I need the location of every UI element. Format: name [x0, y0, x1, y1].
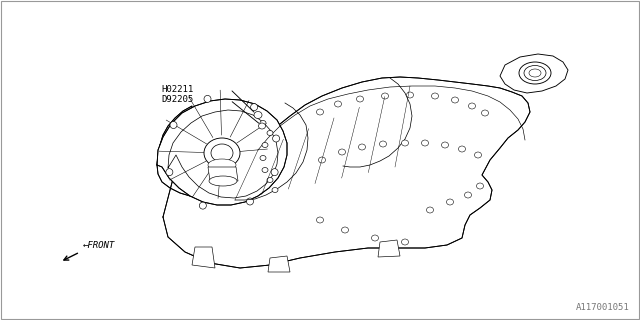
Ellipse shape	[356, 96, 364, 102]
Ellipse shape	[262, 167, 268, 172]
Polygon shape	[192, 247, 215, 268]
Ellipse shape	[447, 199, 454, 205]
Text: ←FRONT: ←FRONT	[83, 242, 115, 251]
Ellipse shape	[209, 176, 237, 186]
Polygon shape	[208, 167, 238, 181]
Text: D92205: D92205	[162, 95, 194, 105]
Ellipse shape	[199, 202, 206, 209]
Polygon shape	[500, 54, 568, 93]
Text: H02211: H02211	[162, 84, 194, 93]
Ellipse shape	[246, 198, 253, 205]
Ellipse shape	[422, 140, 429, 146]
Ellipse shape	[426, 207, 433, 213]
Ellipse shape	[271, 169, 278, 176]
Ellipse shape	[451, 97, 458, 103]
Ellipse shape	[339, 149, 346, 155]
Ellipse shape	[458, 146, 465, 152]
Ellipse shape	[358, 144, 365, 150]
Ellipse shape	[442, 142, 449, 148]
Ellipse shape	[211, 144, 233, 162]
Ellipse shape	[481, 110, 488, 116]
Ellipse shape	[401, 140, 408, 146]
Ellipse shape	[524, 66, 546, 81]
Ellipse shape	[406, 92, 413, 98]
Ellipse shape	[465, 192, 472, 198]
Ellipse shape	[260, 121, 266, 125]
Ellipse shape	[273, 135, 280, 142]
Polygon shape	[157, 99, 287, 205]
Ellipse shape	[381, 93, 388, 99]
Ellipse shape	[342, 227, 349, 233]
Ellipse shape	[477, 183, 483, 189]
Ellipse shape	[170, 122, 177, 129]
Ellipse shape	[208, 159, 236, 171]
Ellipse shape	[371, 235, 378, 241]
Polygon shape	[268, 256, 290, 272]
Ellipse shape	[380, 141, 387, 147]
Polygon shape	[378, 240, 400, 257]
Ellipse shape	[251, 104, 258, 111]
Ellipse shape	[468, 103, 476, 109]
Polygon shape	[157, 77, 530, 268]
Ellipse shape	[267, 178, 273, 182]
Ellipse shape	[166, 169, 173, 176]
Ellipse shape	[529, 69, 541, 77]
Ellipse shape	[474, 152, 481, 158]
Ellipse shape	[272, 188, 278, 193]
Ellipse shape	[260, 156, 266, 161]
Ellipse shape	[335, 101, 342, 107]
Ellipse shape	[519, 62, 551, 84]
Ellipse shape	[319, 157, 326, 163]
Ellipse shape	[262, 142, 268, 148]
Ellipse shape	[204, 138, 240, 168]
Ellipse shape	[401, 239, 408, 245]
Ellipse shape	[317, 109, 323, 115]
Ellipse shape	[431, 93, 438, 99]
Text: A117001051: A117001051	[576, 303, 630, 312]
Ellipse shape	[267, 131, 273, 135]
Ellipse shape	[204, 95, 211, 102]
Ellipse shape	[259, 123, 266, 129]
Ellipse shape	[254, 111, 262, 118]
Ellipse shape	[317, 217, 323, 223]
